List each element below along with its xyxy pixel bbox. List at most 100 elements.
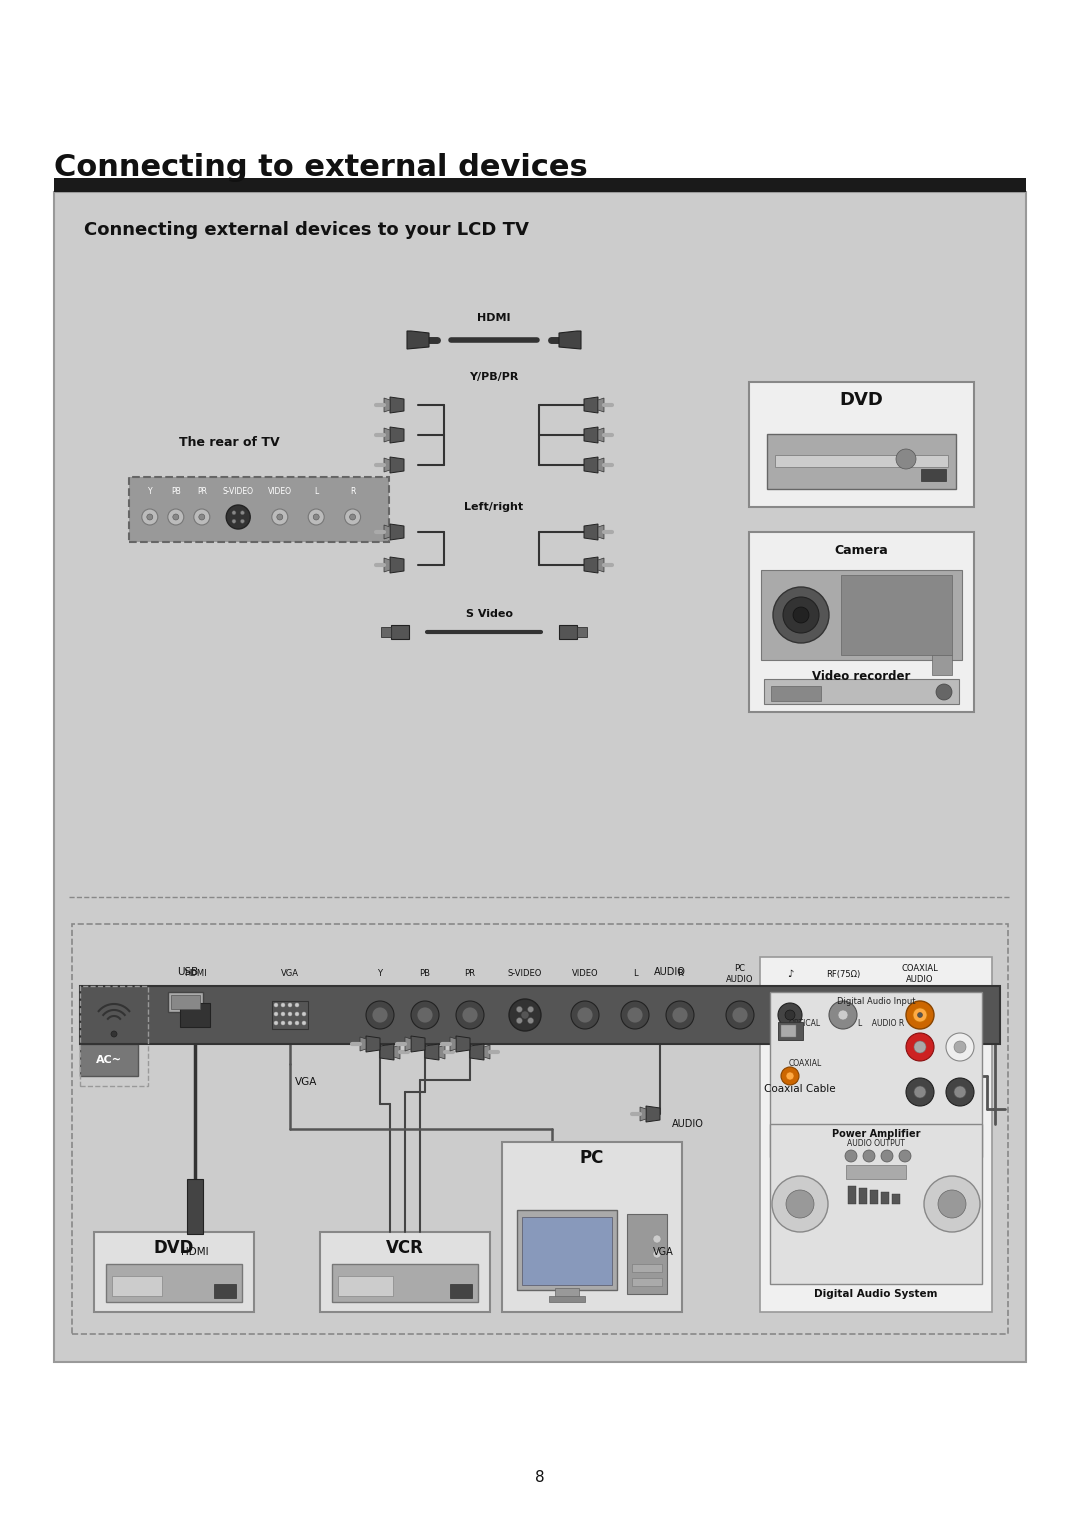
Bar <box>320 1232 490 1312</box>
Circle shape <box>577 1006 593 1023</box>
Polygon shape <box>384 557 390 573</box>
Bar <box>771 686 821 701</box>
Circle shape <box>924 1176 980 1232</box>
Text: Connecting external devices to your LCD TV: Connecting external devices to your LCD … <box>84 221 529 240</box>
Text: Left/right: Left/right <box>464 502 524 512</box>
Polygon shape <box>390 457 404 473</box>
Circle shape <box>281 1012 285 1015</box>
Polygon shape <box>380 1044 394 1060</box>
Circle shape <box>173 515 179 521</box>
Bar <box>870 1190 878 1203</box>
Polygon shape <box>384 525 390 539</box>
Circle shape <box>726 1002 754 1029</box>
Text: Coaxial Cable: Coaxial Cable <box>765 1084 836 1093</box>
Circle shape <box>936 684 951 699</box>
Bar <box>180 1003 210 1028</box>
Circle shape <box>272 508 287 525</box>
Bar <box>80 1044 138 1077</box>
Circle shape <box>199 515 205 521</box>
Circle shape <box>772 1176 828 1232</box>
Circle shape <box>281 1003 285 1006</box>
Text: L: L <box>633 970 637 979</box>
Bar <box>577 628 588 637</box>
Bar <box>522 1217 612 1286</box>
Polygon shape <box>390 397 404 412</box>
Text: VGA: VGA <box>653 1248 674 1257</box>
Circle shape <box>302 1022 306 1025</box>
Text: Power Amplifier: Power Amplifier <box>832 1128 920 1139</box>
Circle shape <box>141 508 158 525</box>
Bar <box>171 996 200 1009</box>
Text: OPTICAL: OPTICAL <box>788 1020 821 1029</box>
Text: L    AUDIO R: L AUDIO R <box>858 1020 904 1029</box>
Polygon shape <box>584 428 598 443</box>
Text: Video recorder: Video recorder <box>812 669 910 683</box>
Text: PR: PR <box>197 487 206 496</box>
Circle shape <box>528 1017 534 1023</box>
Bar <box>187 1179 203 1234</box>
Bar <box>94 1232 254 1312</box>
Bar <box>632 1264 662 1272</box>
Circle shape <box>785 1009 795 1020</box>
Text: VIDEO: VIDEO <box>268 487 292 496</box>
Text: AUDIO: AUDIO <box>672 1119 704 1128</box>
Circle shape <box>411 1002 438 1029</box>
Bar <box>54 192 1026 1362</box>
Bar <box>881 1193 889 1203</box>
Bar <box>450 1284 472 1298</box>
Bar <box>381 628 391 637</box>
Polygon shape <box>598 557 604 573</box>
Text: R: R <box>677 970 683 979</box>
Circle shape <box>295 1003 299 1006</box>
Circle shape <box>732 1006 748 1023</box>
Circle shape <box>906 1078 934 1106</box>
Circle shape <box>302 1012 306 1015</box>
Circle shape <box>281 1022 285 1025</box>
Circle shape <box>783 597 819 634</box>
Polygon shape <box>598 458 604 472</box>
Circle shape <box>295 1022 299 1025</box>
Bar <box>767 434 956 489</box>
Circle shape <box>276 515 283 521</box>
Text: Connecting to external devices: Connecting to external devices <box>54 153 588 182</box>
Circle shape <box>914 1041 926 1054</box>
Bar <box>391 625 409 638</box>
Bar <box>764 680 959 704</box>
Text: PB: PB <box>171 487 180 496</box>
Circle shape <box>786 1072 794 1080</box>
Bar <box>761 570 962 660</box>
Text: The rear of TV: The rear of TV <box>178 435 280 449</box>
Bar <box>555 1287 579 1298</box>
Circle shape <box>193 508 210 525</box>
Circle shape <box>621 1002 649 1029</box>
Bar <box>921 469 946 481</box>
Bar <box>932 655 951 675</box>
Text: S-VIDEO: S-VIDEO <box>508 970 542 979</box>
Circle shape <box>147 515 152 521</box>
Circle shape <box>226 505 251 528</box>
Bar <box>502 1142 681 1312</box>
Text: R: R <box>350 487 355 496</box>
Bar <box>750 531 974 712</box>
Text: Digital Audio System: Digital Audio System <box>814 1289 937 1299</box>
Polygon shape <box>598 428 604 441</box>
Circle shape <box>845 1150 858 1162</box>
Text: VGA: VGA <box>281 970 299 979</box>
Polygon shape <box>360 1037 366 1051</box>
Circle shape <box>863 1150 875 1162</box>
Circle shape <box>906 1032 934 1061</box>
Text: ♪: ♪ <box>787 970 793 979</box>
Polygon shape <box>456 1035 470 1052</box>
Circle shape <box>308 508 324 525</box>
Text: Camera: Camera <box>834 544 888 556</box>
Text: VGA: VGA <box>295 1077 318 1087</box>
Text: Digital Audio Input: Digital Audio Input <box>837 997 915 1006</box>
Polygon shape <box>584 397 598 412</box>
Bar <box>80 986 148 1086</box>
Text: L: L <box>314 487 319 496</box>
Circle shape <box>516 1017 523 1023</box>
Circle shape <box>509 999 541 1031</box>
Circle shape <box>838 1009 848 1020</box>
Polygon shape <box>559 331 581 350</box>
Circle shape <box>274 1022 278 1025</box>
